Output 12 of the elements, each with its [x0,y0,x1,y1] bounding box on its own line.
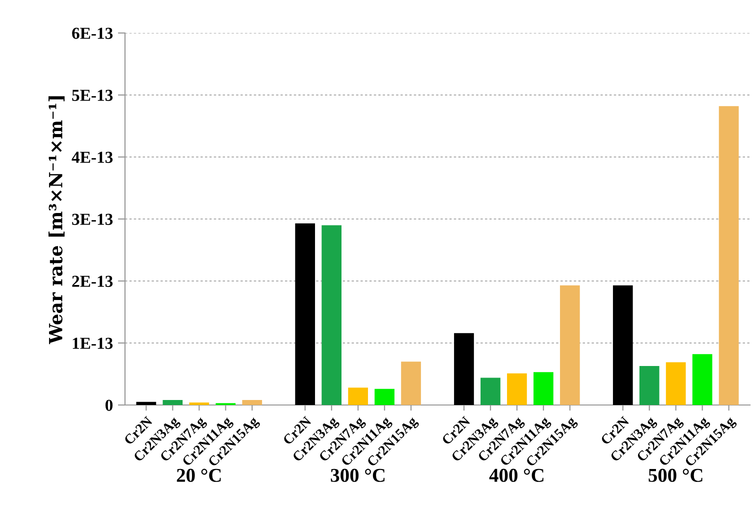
y-tick-label: 6E-13 [72,28,113,39]
y-tick-label: 1E-13 [72,338,113,349]
x-tick-label: 20 °C [176,468,221,482]
y-tick-label: 5E-13 [72,90,113,101]
x-tick-label: 400 °C [489,468,544,482]
y-tick-label: 2E-13 [72,276,113,287]
y-axis-title: Wear rate [m³×N⁻¹×m⁻¹] [48,96,65,344]
x-tick-label: 500 °C [648,468,702,482]
y-tick-label: 4E-13 [72,152,113,163]
y-tick-label: 0 [105,400,113,411]
x-tick-label: 300 °C [330,468,384,482]
y-tick-label: 3E-13 [72,214,113,225]
